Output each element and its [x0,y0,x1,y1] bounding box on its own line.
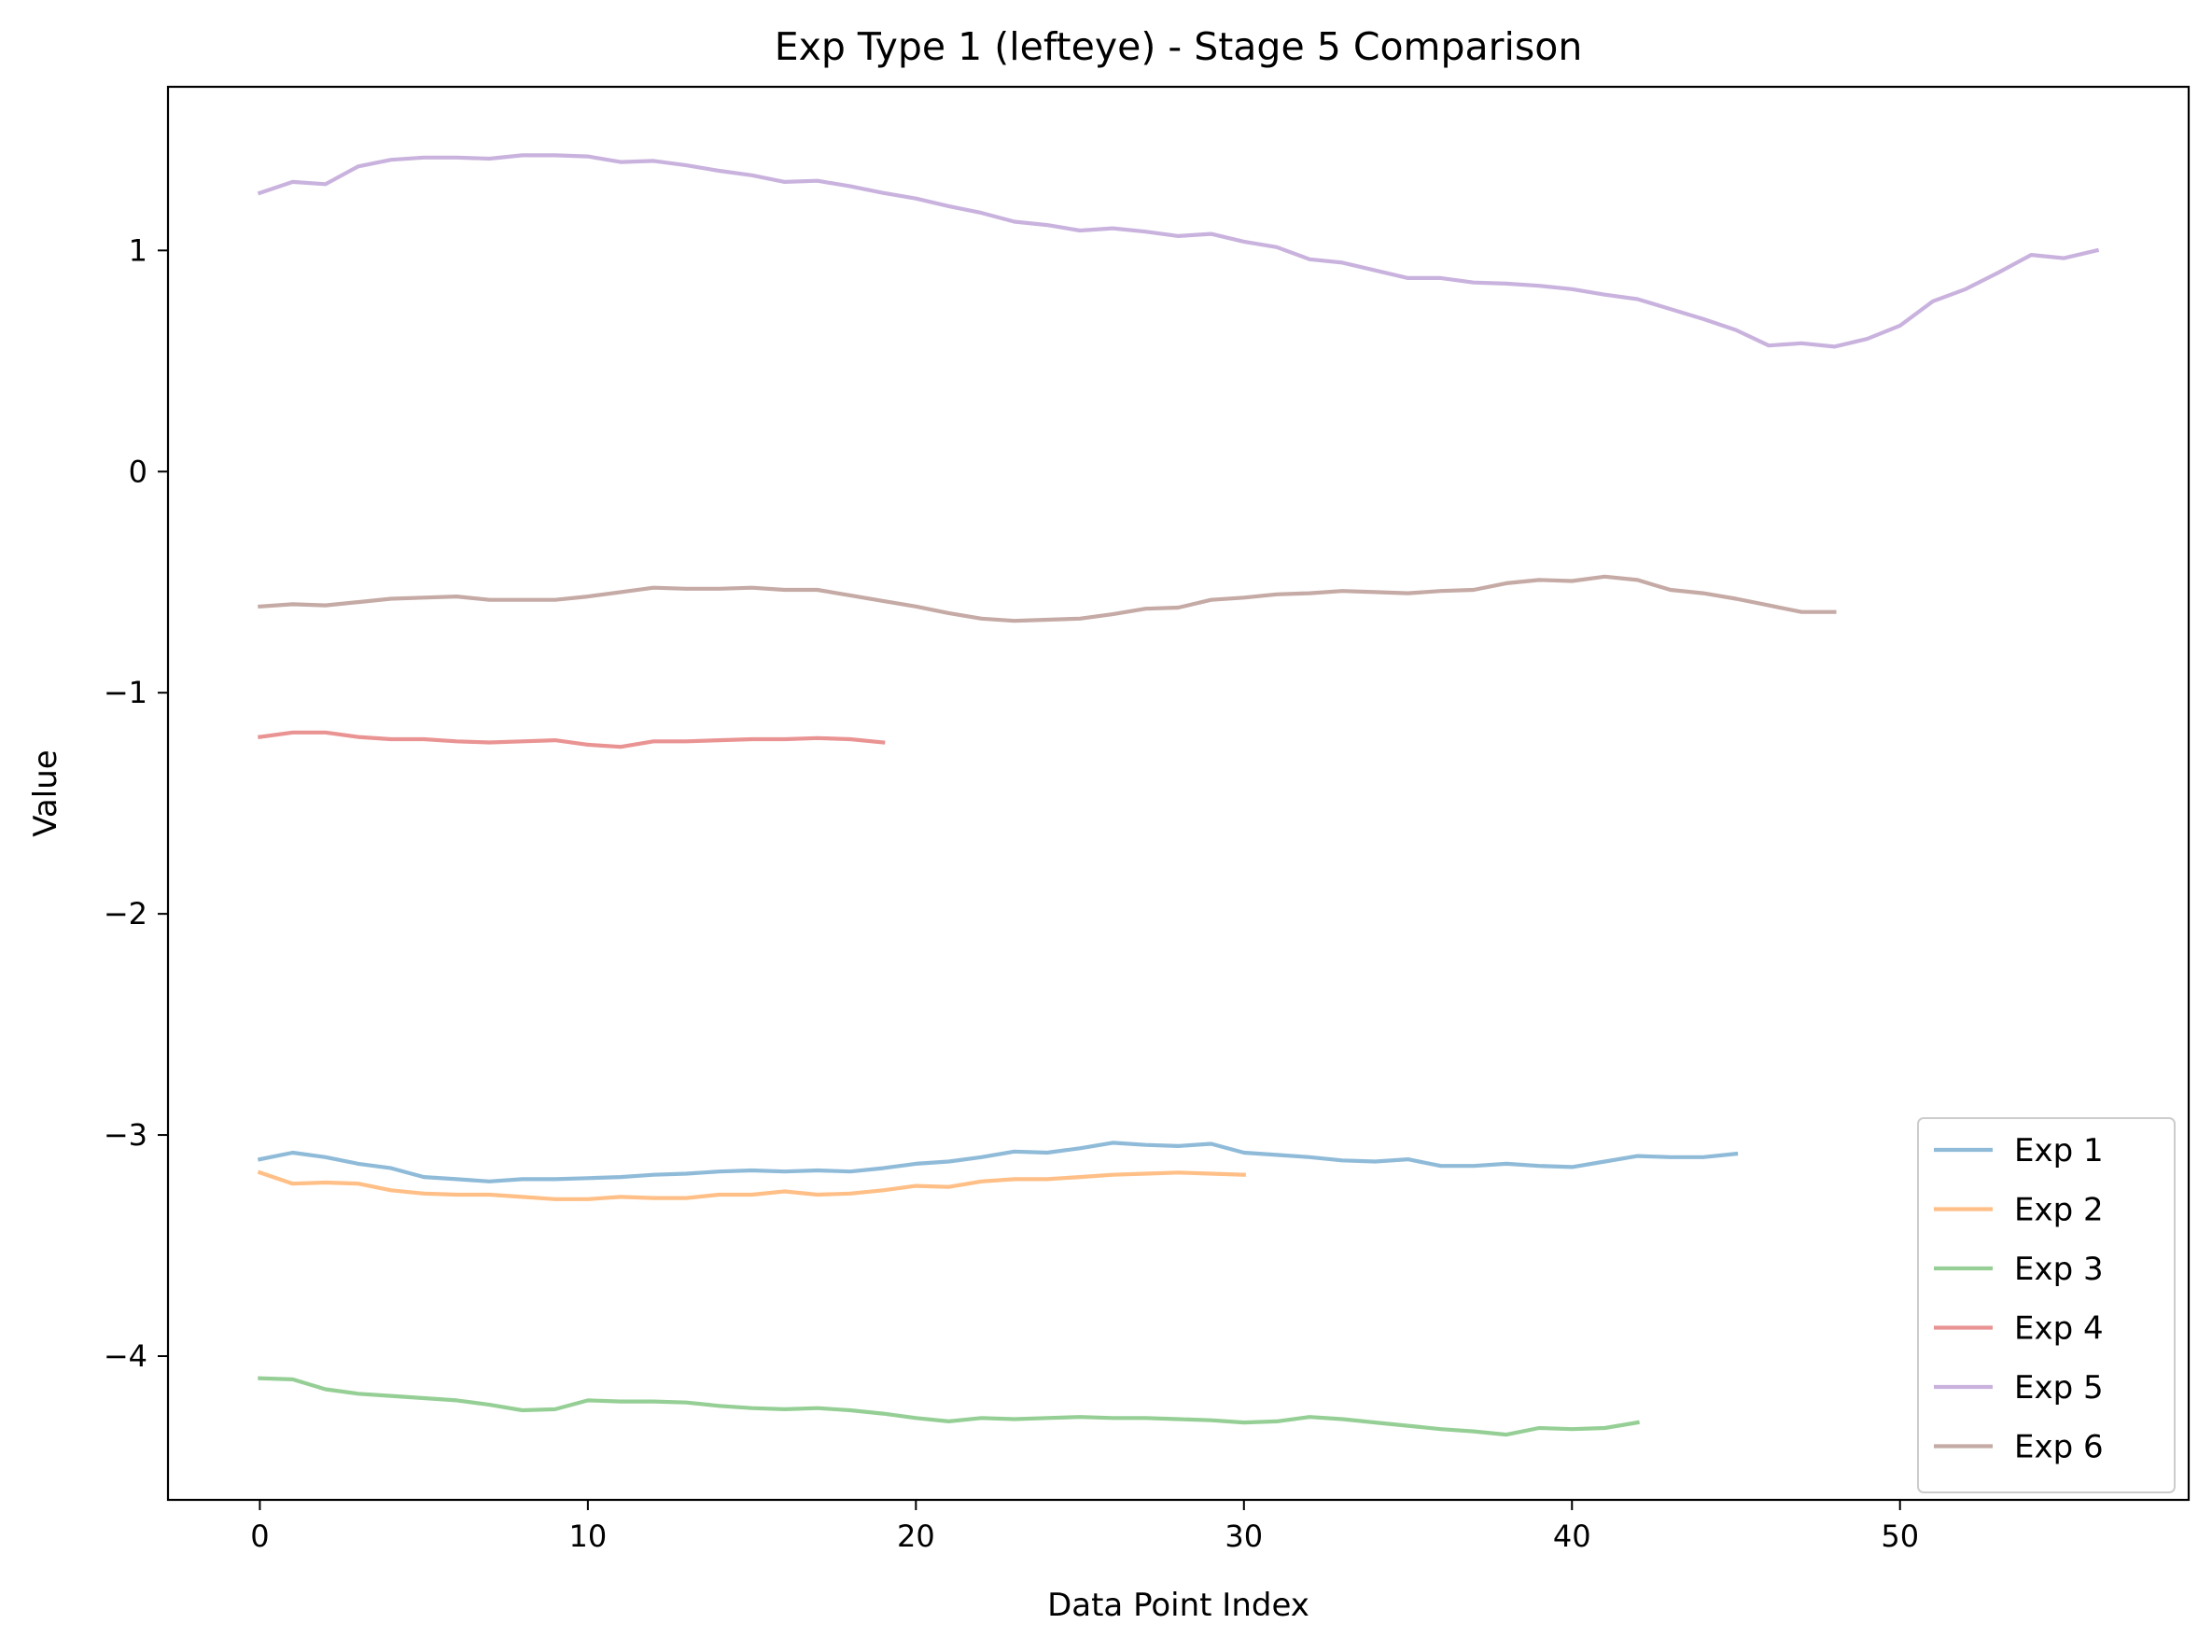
x-tick-label: 30 [1225,1519,1263,1554]
series-line-1 [257,1141,1739,1183]
legend-label-1: Exp 1 [2014,1132,2104,1169]
series-line-4 [258,730,886,749]
x-axis-ticks: 0 10 20 30 40 50 [250,1500,1919,1554]
x-axis-label: Data Point Index [1047,1587,1309,1624]
series-line-6 [258,574,1837,623]
y-tick-label: 1 [129,232,147,268]
legend: Exp 1 Exp 2 Exp 3 Exp 4 Exp 5 Exp 6 [1917,1117,2176,1493]
chart-title: Exp Type 1 (lefteye) - Stage 5 Compariso… [775,24,1583,69]
legend-label-6: Exp 6 [2014,1429,2104,1466]
x-tick-label: 50 [1881,1519,1919,1554]
series-layer [257,153,2100,1437]
series-line-2 [257,1169,1246,1201]
x-tick-label: 10 [569,1519,608,1554]
x-tick-label: 40 [1553,1519,1591,1554]
y-tick-label: −2 [104,896,147,931]
y-tick-label: 0 [129,454,147,489]
series-line-3 [258,1376,1640,1437]
x-tick-label: 20 [897,1519,935,1554]
y-axis-label: Value [27,749,64,836]
y-tick-label: −3 [104,1117,147,1153]
legend-box [1917,1117,2176,1493]
x-tick-label: 0 [250,1519,269,1554]
legend-label-3: Exp 3 [2014,1251,2104,1288]
y-axis-ticks: −4 −3 −2 −1 0 1 [104,232,168,1374]
legend-label-5: Exp 5 [2014,1369,2104,1407]
y-tick-label: −1 [104,675,147,710]
plot-frame [166,85,2191,1502]
y-tick-label: −4 [104,1338,147,1374]
legend-label-4: Exp 4 [2014,1310,2104,1348]
legend-label-2: Exp 2 [2014,1192,2104,1229]
series-line-5 [257,153,2100,349]
